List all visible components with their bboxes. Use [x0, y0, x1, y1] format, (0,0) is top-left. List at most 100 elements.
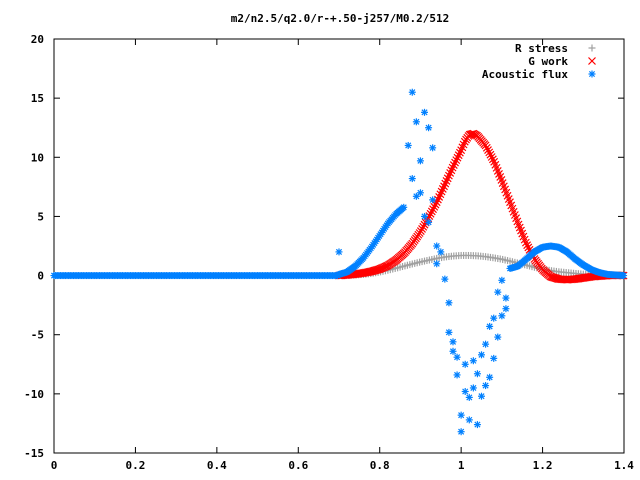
flux-point — [433, 242, 441, 250]
g-work-point — [453, 153, 462, 162]
g-work-point — [488, 155, 497, 164]
g-work-point — [460, 137, 469, 146]
flux-point — [408, 88, 416, 96]
g-work-point — [427, 207, 436, 216]
flux-point — [498, 312, 506, 320]
y-tick-label: 10 — [31, 151, 44, 164]
legend-marker — [588, 57, 596, 65]
legend-marker — [588, 44, 596, 52]
flux-point — [482, 340, 490, 348]
flux-point — [498, 276, 506, 284]
x-tick-label: 0.6 — [288, 459, 308, 472]
flux-point — [486, 322, 494, 330]
x-tick-label: 1.4 — [614, 459, 634, 472]
flux-point — [465, 416, 473, 424]
series-g-work — [335, 129, 628, 284]
g-work-point — [455, 148, 464, 157]
g-work-point — [485, 148, 494, 157]
flux-point — [425, 218, 433, 226]
flux-point — [449, 338, 457, 346]
flux-point — [482, 382, 490, 390]
plot-border — [53, 38, 625, 454]
flux-point — [465, 393, 473, 401]
legend-label: G work — [528, 55, 568, 68]
x-tick-label: 1.2 — [533, 459, 553, 472]
g-work-point — [452, 156, 461, 165]
flux-point — [620, 272, 628, 280]
flux-point — [469, 357, 477, 365]
flux-point — [461, 360, 469, 368]
x-tick-label: 1 — [458, 459, 465, 472]
flux-point — [449, 347, 457, 355]
x-tick-label: 0.4 — [207, 459, 227, 472]
g-work-point — [524, 243, 533, 252]
flux-point — [429, 144, 437, 152]
flux-point — [412, 118, 420, 126]
g-work-point — [418, 225, 426, 233]
g-work-point — [449, 161, 458, 170]
axes: 0 0.2 0.4 0.6 0.8 1 1.2 1.4 -15 -10 -5 0 5 10 15 20 — [24, 33, 634, 472]
y-tick-label: 0 — [37, 270, 44, 283]
y-tick-label: 15 — [31, 92, 44, 105]
flux-point — [408, 175, 416, 183]
flux-point — [400, 203, 408, 211]
legend-marker — [588, 70, 596, 78]
flux-point — [441, 275, 449, 283]
g-work-point — [448, 163, 457, 172]
flux-point — [421, 212, 428, 220]
flux-point — [421, 108, 428, 116]
y-tick-label: -5 — [31, 329, 44, 342]
flux-point — [412, 192, 420, 200]
y-tick-label: -15 — [24, 447, 44, 460]
flux-point — [478, 351, 485, 359]
flux-point — [445, 328, 453, 336]
flux-point — [425, 124, 433, 132]
flux-point — [335, 248, 343, 256]
g-work-point — [426, 209, 435, 218]
series-acoustic-flux — [50, 88, 628, 436]
flux-point — [490, 314, 498, 322]
g-work-point — [486, 150, 495, 159]
g-work-point — [482, 143, 491, 152]
flux-point — [473, 421, 481, 429]
g-work-point — [430, 202, 439, 211]
flux-point — [416, 157, 424, 165]
flux-point — [453, 353, 461, 361]
y-tick-label: 5 — [37, 210, 44, 223]
y-tick-label: -10 — [24, 388, 44, 401]
flux-point — [461, 387, 469, 395]
flux-point — [429, 196, 437, 204]
g-work-point — [481, 141, 490, 150]
flux-point — [457, 411, 465, 419]
series-layer — [50, 88, 628, 436]
g-work-point — [416, 227, 425, 236]
flux-point — [457, 428, 465, 436]
flux-point — [433, 260, 441, 268]
flux-point — [437, 248, 445, 256]
legend-label: Acoustic flux — [482, 68, 568, 81]
flux-point — [469, 384, 477, 392]
g-work-point — [429, 205, 437, 214]
flux-point — [453, 371, 461, 379]
flux-point — [404, 141, 412, 149]
x-tick-label: 0.8 — [370, 459, 390, 472]
flux-point — [494, 288, 502, 296]
flux-point — [416, 189, 424, 197]
flux-point — [473, 370, 481, 378]
y-tick-label: 20 — [31, 33, 44, 46]
g-work-point — [523, 241, 532, 250]
flux-point — [486, 373, 494, 381]
g-work-point — [521, 238, 530, 247]
g-work-point — [454, 151, 463, 160]
flux-point — [502, 305, 510, 313]
legend-label: R stress — [515, 42, 568, 55]
g-work-point — [451, 158, 459, 167]
x-tick-label: 0 — [51, 459, 58, 472]
flux-point — [494, 333, 502, 341]
chart-title: m2/n2.5/q2.0/r-+.50-j257/M0.2/512 — [231, 12, 450, 25]
g-work-point — [487, 153, 496, 161]
flux-point — [478, 392, 485, 400]
